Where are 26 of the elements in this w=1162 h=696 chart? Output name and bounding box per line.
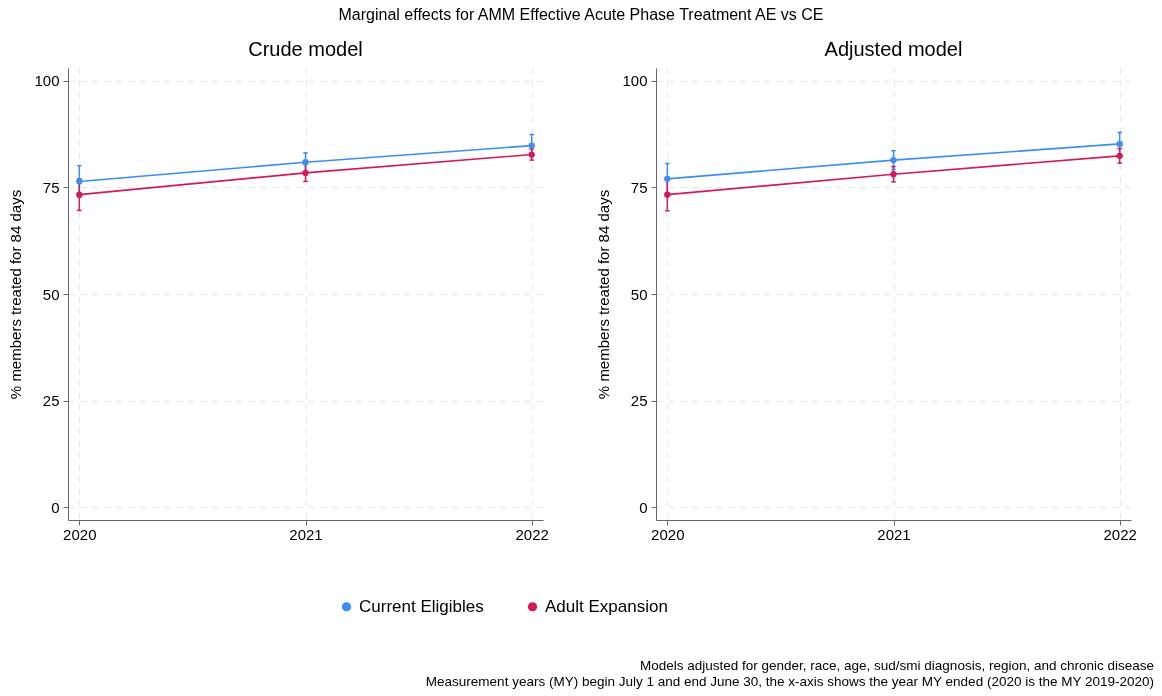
legend-label: Adult Expansion xyxy=(545,596,668,616)
y-axis-title: % members treated for 84 days xyxy=(7,189,25,400)
y-tick-label: 25 xyxy=(630,392,648,410)
text: Measurement years (MY) begin July 1 and end June 30, the x-axis shows the year MY ended (2020 is the MY 2019-2020) xyxy=(425,674,1154,690)
legend-label: Current Eligibles xyxy=(359,596,484,616)
y-tick-label: 75 xyxy=(42,178,60,196)
point xyxy=(890,156,897,164)
y-tick-label: 100 xyxy=(622,72,648,90)
y-tick-label: 100 xyxy=(34,72,60,90)
y-tick-label: 75 xyxy=(630,178,648,196)
x-tick-label: 2022 xyxy=(515,525,549,543)
y-tick-label: 0 xyxy=(639,498,648,516)
x-tick-label: 2020 xyxy=(651,525,685,543)
x-tick-label: 2021 xyxy=(877,525,911,543)
y-axis-title: % members treated for 84 days xyxy=(595,189,613,400)
y-tick-label: 25 xyxy=(42,392,60,410)
text: Marginal effects for AMM Effective Acute Phase Treatment AE vs CE xyxy=(337,6,825,24)
y-tick-label: 0 xyxy=(51,498,60,516)
x-tick-label: 2020 xyxy=(63,525,97,543)
text: Models adjusted for gender, race, age, sud/smi diagnosis, region, and chronic disease xyxy=(638,658,1154,674)
chart-title: Crude model xyxy=(248,38,363,60)
y-tick-label: 50 xyxy=(42,285,60,303)
chart-title: Adjusted model xyxy=(824,38,963,60)
x-tick-label: 2021 xyxy=(289,525,323,543)
x-tick-label: 2022 xyxy=(1103,525,1137,543)
y-tick-label: 50 xyxy=(630,285,648,303)
